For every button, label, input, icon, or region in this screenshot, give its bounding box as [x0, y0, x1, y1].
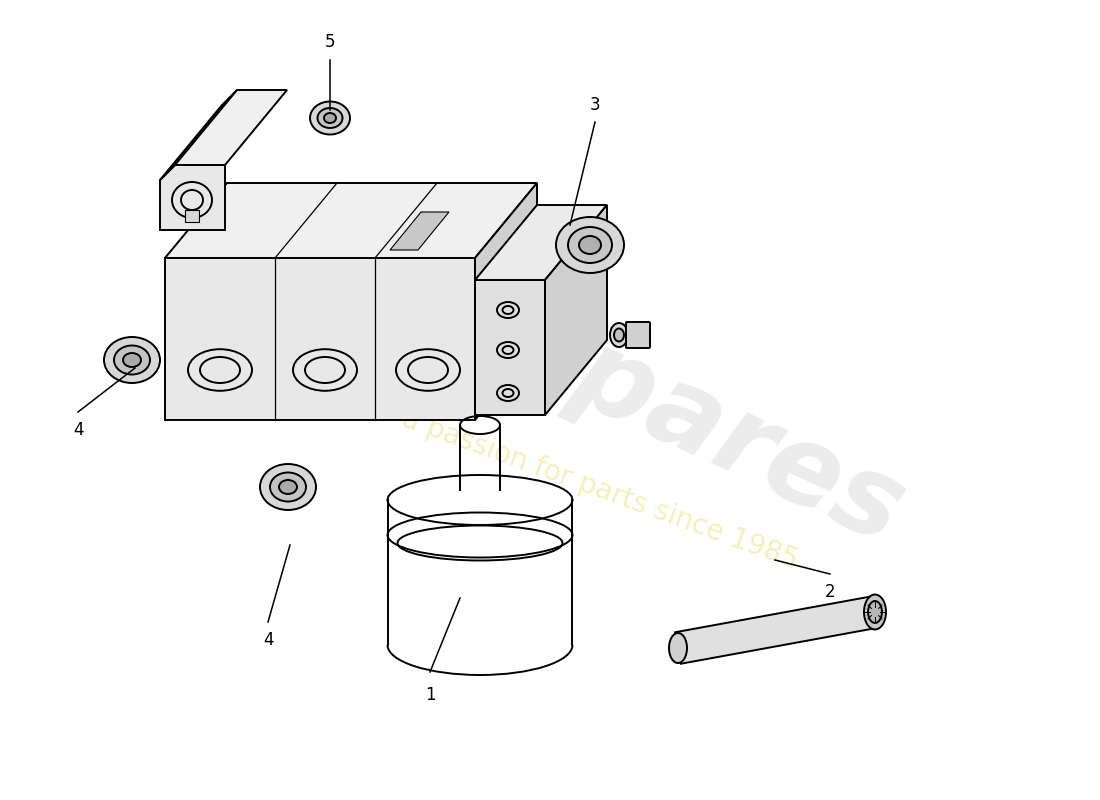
Text: 4: 4 [263, 631, 273, 649]
Polygon shape [675, 596, 878, 664]
Ellipse shape [270, 473, 306, 502]
Text: eurospares: eurospares [239, 173, 921, 567]
Polygon shape [175, 90, 287, 165]
Ellipse shape [123, 353, 141, 367]
Ellipse shape [864, 594, 886, 630]
Ellipse shape [669, 633, 688, 663]
Text: a passion for parts since 1985: a passion for parts since 1985 [398, 405, 802, 575]
FancyBboxPatch shape [626, 322, 650, 348]
Ellipse shape [610, 323, 628, 347]
Ellipse shape [556, 217, 624, 273]
Polygon shape [475, 280, 544, 415]
Polygon shape [390, 212, 449, 250]
Text: 2: 2 [825, 583, 835, 601]
Ellipse shape [260, 464, 316, 510]
Ellipse shape [318, 108, 342, 128]
Polygon shape [160, 165, 226, 230]
Ellipse shape [579, 236, 601, 254]
Polygon shape [165, 258, 475, 420]
Polygon shape [475, 205, 607, 280]
Ellipse shape [614, 329, 624, 342]
Ellipse shape [279, 480, 297, 494]
Ellipse shape [324, 113, 336, 123]
Text: 1: 1 [425, 686, 436, 704]
Text: 5: 5 [324, 33, 336, 51]
Ellipse shape [114, 346, 150, 374]
Ellipse shape [568, 227, 612, 263]
Ellipse shape [868, 601, 882, 623]
Bar [185, 210, 199, 222]
Polygon shape [165, 183, 537, 258]
Ellipse shape [310, 102, 350, 134]
Polygon shape [160, 90, 236, 180]
Polygon shape [475, 183, 537, 420]
Polygon shape [544, 205, 607, 415]
Text: 3: 3 [590, 96, 601, 114]
Ellipse shape [104, 337, 160, 383]
Text: 4: 4 [73, 421, 84, 439]
